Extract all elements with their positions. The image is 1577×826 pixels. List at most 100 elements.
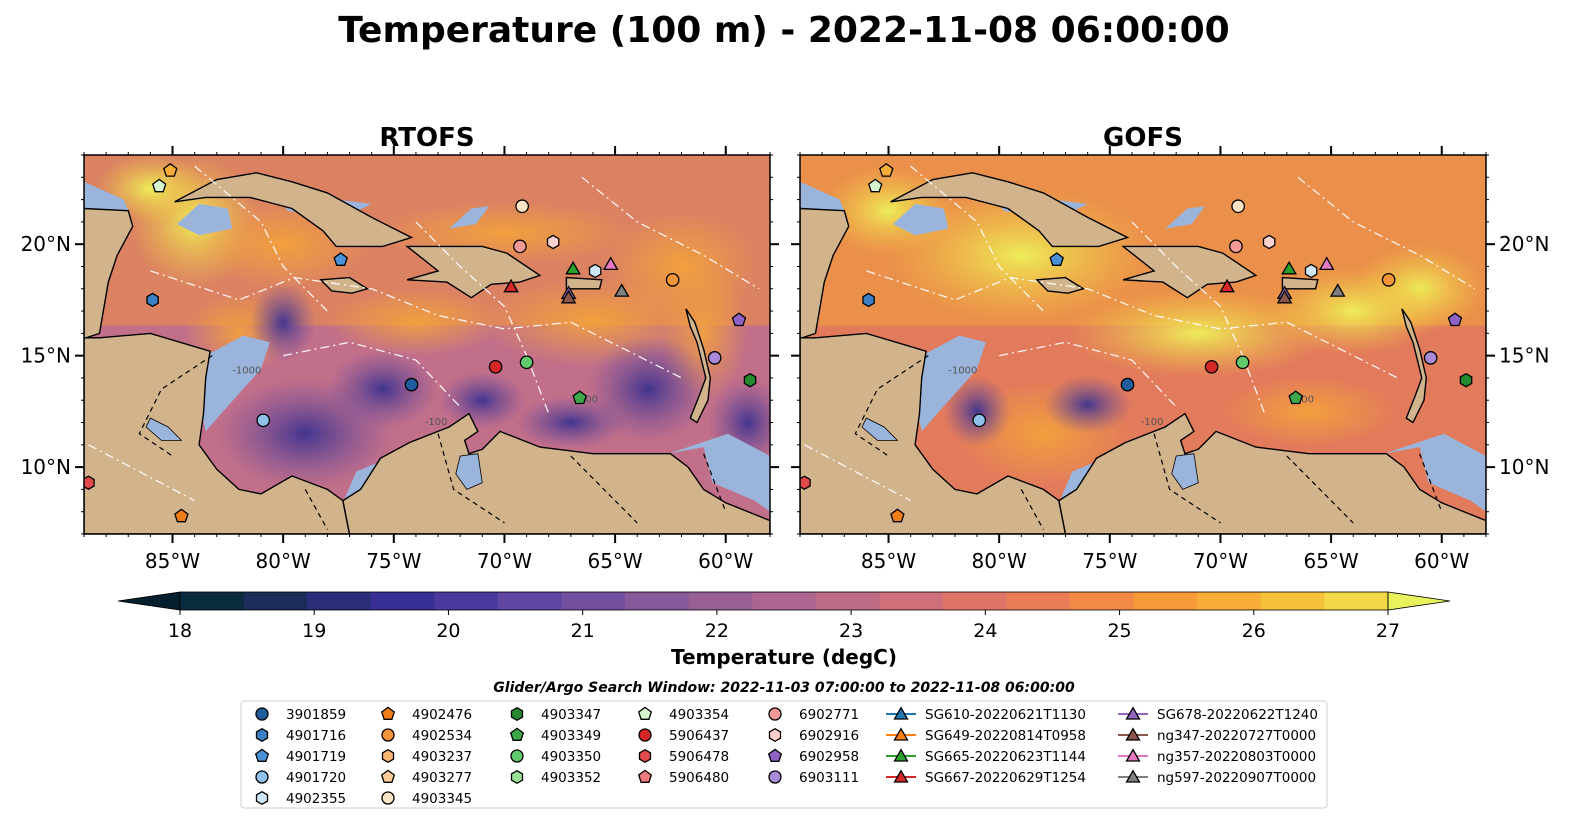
colorbar-segment	[815, 592, 880, 610]
colorbar-tick-label: 27	[1376, 620, 1400, 642]
observation-marker	[1318, 256, 1335, 271]
land-cuba	[890, 172, 1130, 248]
map-panel-rtofs: RTOFS -1000 -200 -100 85°W 80°W 75°W 70°W 65°W 60…	[21, 123, 779, 573]
colorbar-tick-label: 23	[839, 620, 863, 642]
legend-marker	[380, 769, 396, 783]
legend-item: SG667-20220629T1254	[886, 769, 1086, 786]
lon-tick-label: 75°W	[1082, 549, 1137, 573]
colorbar-segment	[370, 592, 435, 610]
legend-label: 4903277	[412, 770, 472, 786]
legend-marker	[768, 770, 782, 784]
country-border	[854, 355, 929, 457]
legend-marker	[893, 727, 909, 741]
legend-item: SG649-20220814T0958	[886, 727, 1086, 744]
legend-label: 3901859	[286, 707, 346, 723]
legend-label: 4901719	[286, 749, 346, 765]
observation-marker	[84, 475, 95, 490]
observation-marker	[1281, 260, 1297, 275]
observation-marker	[1423, 351, 1438, 365]
legend-marker	[638, 748, 652, 764]
temperature-blob	[515, 395, 627, 450]
colorbar-segment	[625, 592, 690, 610]
observation-marker	[890, 508, 905, 523]
contour-label: -100	[425, 417, 448, 428]
map-area: -1000 -200 -100	[800, 155, 1486, 534]
country-border	[703, 453, 727, 512]
land-puertorico	[1281, 276, 1319, 290]
observation-marker	[602, 256, 619, 271]
observation-marker	[565, 260, 581, 275]
legend-marker	[510, 749, 524, 763]
observation-marker	[1229, 239, 1243, 254]
legend-item: 4902355	[255, 790, 346, 807]
legend-label: 5906478	[669, 749, 729, 765]
shelf-region	[668, 433, 770, 512]
legend-item: 4903354	[637, 706, 729, 723]
observation-marker	[1235, 355, 1250, 370]
legend-label: SG667-20220629T1254	[925, 770, 1086, 786]
legend-marker	[254, 748, 270, 762]
legend-marker	[893, 706, 909, 720]
land-hispaniola	[1121, 245, 1258, 299]
observation-marker	[515, 199, 530, 214]
shelf-region	[1384, 433, 1486, 512]
lake	[1171, 453, 1199, 490]
lon-tick-label: 80°W	[256, 549, 311, 573]
observation-marker	[707, 351, 722, 365]
legend-marker	[255, 770, 269, 784]
land-southam	[342, 412, 770, 534]
land-southam	[1058, 412, 1486, 534]
legend-marker	[380, 706, 396, 720]
legend-item: 4903277	[380, 769, 472, 786]
map-area: -1000 -200 -100	[84, 155, 770, 534]
eez-boundary	[88, 444, 195, 502]
legend-label: 4903345	[412, 791, 472, 807]
observation-marker	[1219, 278, 1235, 293]
legend-marker	[768, 727, 782, 743]
legend-marker	[255, 707, 269, 721]
panel-title: RTOFS	[379, 123, 474, 153]
observation-marker	[1120, 377, 1135, 392]
legend-marker	[510, 706, 524, 722]
legend-item: ng347-20220727T0000	[1118, 727, 1316, 744]
temperature-blob	[1043, 375, 1132, 434]
observation-marker	[731, 312, 747, 327]
land-lesser	[685, 308, 712, 424]
map-frame	[83, 154, 771, 535]
temperature-blob	[327, 288, 505, 356]
legend-label: ng357-20220803T0000	[1157, 749, 1316, 765]
legend-label: 4903237	[412, 749, 472, 765]
legend-marker	[381, 728, 395, 742]
observation-marker	[333, 252, 348, 266]
country-border	[1419, 453, 1443, 512]
observation-marker	[1231, 199, 1246, 214]
legend-title: Glider/Argo Search Window: 2022-11-03 07…	[493, 680, 1075, 696]
legend-marker	[767, 748, 783, 762]
legend-item: 4903352	[510, 769, 601, 786]
legend-label: SG665-20220623T1144	[925, 749, 1086, 765]
legend-item: 4903350	[510, 749, 601, 765]
legend-item: 4903345	[381, 791, 472, 807]
legend-label: 4903349	[541, 728, 601, 744]
legend-marker	[1125, 748, 1141, 762]
colorbar-segment	[1324, 592, 1389, 610]
land-puertorico	[565, 276, 603, 290]
eez-boundary	[1297, 176, 1476, 290]
observation-marker	[972, 413, 987, 428]
lat-tick-label: 20°N	[21, 232, 71, 256]
observation-marker	[256, 413, 271, 428]
legend-label: 6902916	[799, 728, 859, 744]
legend-label: 4901716	[286, 728, 346, 744]
temperature-blob	[438, 371, 527, 430]
country-border	[570, 455, 638, 524]
observation-marker	[1276, 289, 1293, 304]
temperature-blob	[943, 375, 1011, 448]
lon-tick-label: 70°W	[477, 549, 532, 573]
lat-tick-label: 20°N	[1499, 232, 1549, 256]
contour-label: -200	[1291, 394, 1314, 405]
legend-label: SG649-20220814T0958	[925, 728, 1086, 744]
shelf-region	[176, 204, 233, 236]
eez-boundary	[910, 165, 1044, 312]
lon-tick-label: 70°W	[1193, 549, 1248, 573]
legend-item: ng597-20220907T0000	[1118, 769, 1316, 786]
